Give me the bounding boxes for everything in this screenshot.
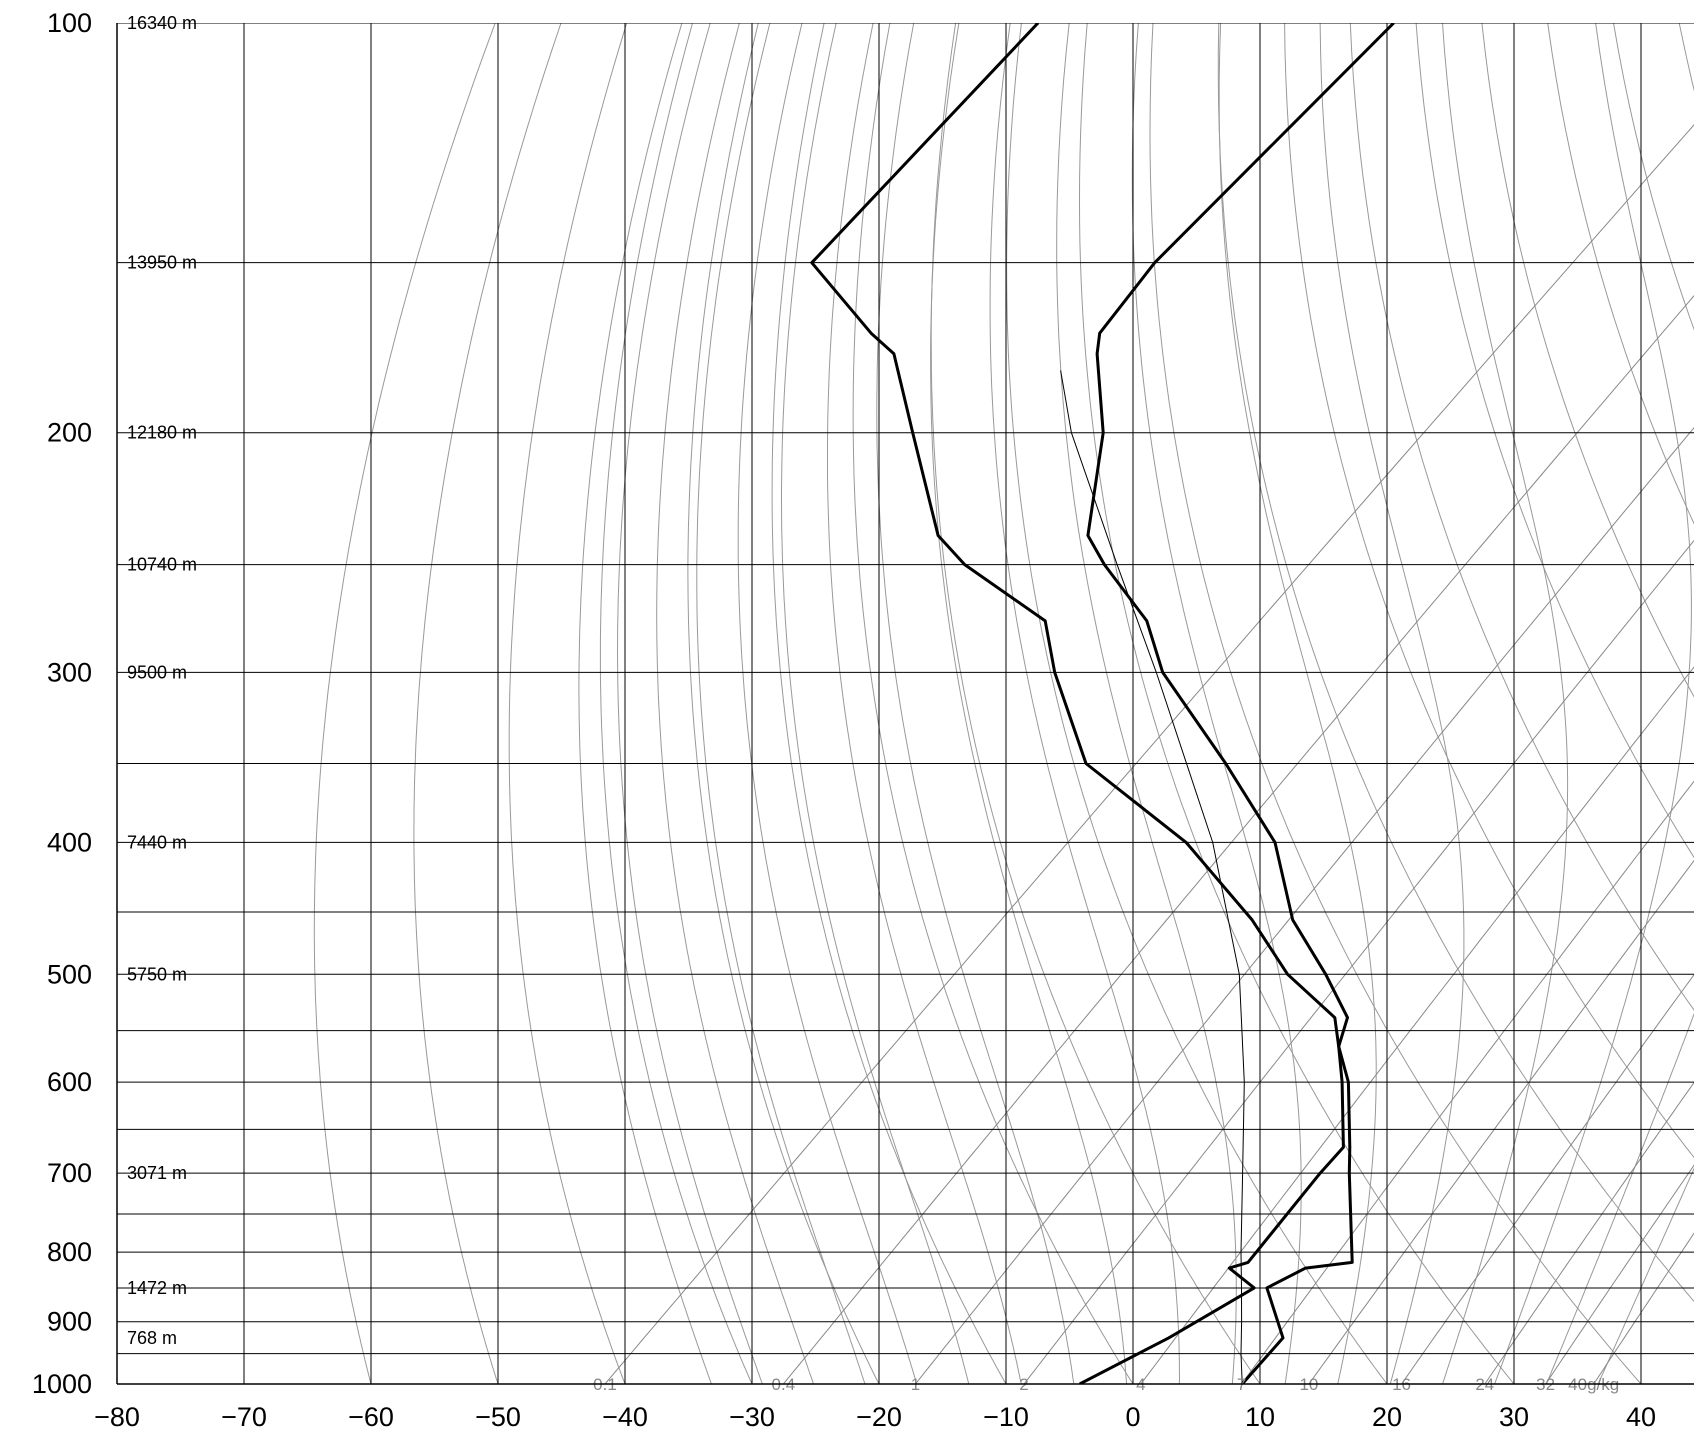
moist-adiabats: [578, 23, 1694, 1384]
pressure-tick-label: 100: [47, 8, 92, 38]
isotherms: [117, 23, 1642, 1384]
profile-line-3: [1060, 370, 1245, 1384]
height-label: 12180 m: [127, 423, 197, 443]
pressure-tick-label: 1000: [32, 1369, 92, 1399]
moist-adiabat: [616, 23, 763, 1384]
temperature-tick-label: −10: [983, 1402, 1029, 1432]
temperature-tick-label: 0: [1125, 1402, 1140, 1432]
moist-adiabat: [1131, 23, 1302, 1384]
pressure-tick-label: 400: [47, 827, 92, 857]
moist-adiabat: [1597, 1167, 1694, 1384]
height-label: 9500 m: [127, 662, 187, 682]
pressure-tick-label: 700: [47, 1158, 92, 1188]
height-label: 5750 m: [127, 964, 187, 984]
temperature-tick-label: 40: [1626, 1402, 1656, 1432]
mixing-ratio-line: [1140, 666, 1694, 1384]
mixing-ratio-line: [1484, 1081, 1694, 1384]
temperature-tick-label: −20: [856, 1402, 902, 1432]
height-label: 1472 m: [127, 1278, 187, 1298]
moist-adiabat: [1056, 23, 1237, 1384]
pressure-tick-label: 900: [47, 1307, 92, 1337]
moist-adiabat: [781, 23, 970, 1384]
height-label: 13950 m: [127, 253, 197, 273]
temperature-tick-label: 10: [1245, 1402, 1275, 1432]
pressure-tick-label: 300: [47, 657, 92, 687]
moist-adiabat: [696, 23, 866, 1384]
moist-adiabat: [930, 23, 1128, 1384]
mixing-ratio-line: [1545, 1164, 1694, 1384]
moist-adiabat: [737, 23, 918, 1384]
height-label: 768 m: [127, 1328, 177, 1348]
pressure-tick-label: 500: [47, 959, 92, 989]
mixing-ratio-line: [1240, 780, 1694, 1384]
mixing-ratio-line: [604, 124, 1694, 1384]
temperature-tick-label: 20: [1372, 1402, 1402, 1432]
moist-adiabat: [876, 23, 1075, 1384]
height-label: 3071 m: [127, 1163, 187, 1183]
height-label: 7440 m: [127, 832, 187, 852]
mixing-ratio-line: [1593, 1232, 1694, 1384]
temperature-tick-label: −60: [348, 1402, 394, 1432]
mixing-ratio-lines: [604, 124, 1694, 1384]
moist-adiabat: [1319, 23, 1465, 1384]
temperature-tick-label: 30: [1499, 1402, 1529, 1432]
moist-adiabat: [1494, 23, 1692, 1384]
pressure-tick-label: 200: [47, 418, 92, 448]
profile-line-1: [1086, 23, 1395, 1384]
profile-line-2: [810, 23, 1345, 1384]
temperature-axis-labels: −80 −70 −60 −50 −40 −30 −20 −10 0 10 20 30 40: [94, 1402, 1656, 1432]
mixing-ratio-line: [1400, 973, 1694, 1384]
temperature-tick-label: −50: [475, 1402, 521, 1432]
isobars: [117, 23, 1694, 1384]
temperature-tick-label: −40: [602, 1402, 648, 1432]
plot-background: [117, 23, 1694, 1384]
height-labels: 16340 m 13950 m 12180 m 10740 m 9500 m 7440 m…: [127, 13, 197, 1348]
moist-adiabat: [1218, 23, 1377, 1384]
pressure-tick-label: 800: [47, 1237, 92, 1267]
moist-adiabat: [656, 23, 815, 1384]
temperature-tick-label: −70: [221, 1402, 267, 1432]
moist-adiabat: [1545, 1012, 1694, 1384]
moist-adiabat: [1441, 23, 1569, 1384]
pressure-tick-label: 600: [47, 1067, 92, 1097]
mixing-ratio-line: [782, 295, 1694, 1384]
mixing-ratio-line: [1308, 859, 1694, 1384]
moist-adiabat: [578, 23, 712, 1384]
temperature-tick-label: −30: [729, 1402, 775, 1432]
height-label: 16340 m: [127, 13, 197, 33]
temperature-tick-label: −80: [94, 1402, 140, 1432]
pressure-axis-labels: 100 200 300 400 500 600 700 800 900 1000: [32, 8, 92, 1399]
mixing-ratio-line: [914, 426, 1694, 1384]
height-label: 10740 m: [127, 555, 197, 575]
moist-adiabat: [989, 23, 1180, 1384]
sounding-profiles: [810, 23, 1395, 1384]
mixing-ratio-line: [1023, 539, 1694, 1384]
